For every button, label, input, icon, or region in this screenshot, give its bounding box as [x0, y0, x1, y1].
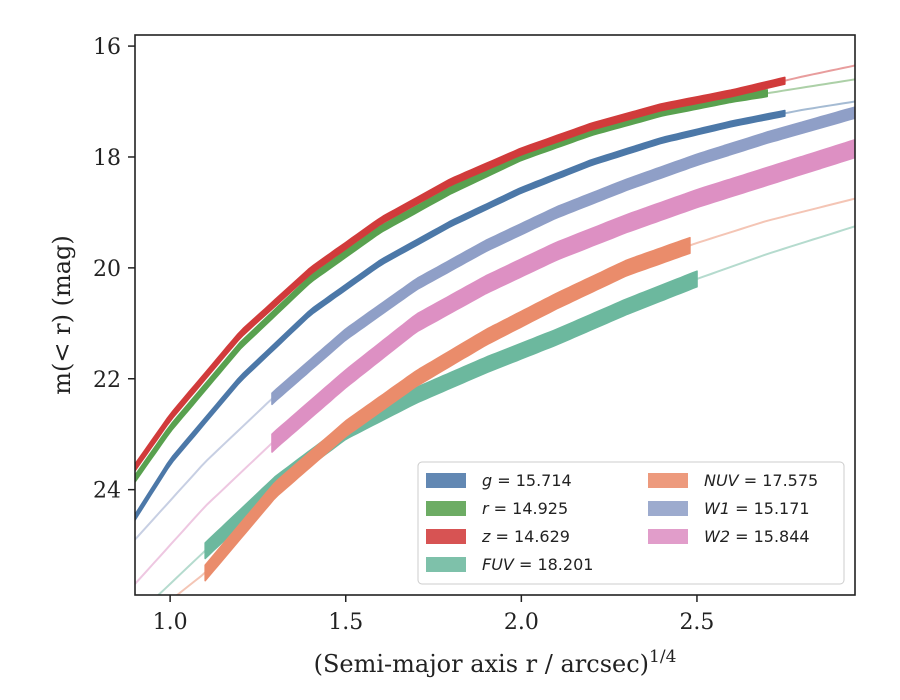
legend: g = 15.714 r = 14.925 z = 14.629 FUV = 18.2… [417, 461, 845, 585]
legend-label-fuv: FUV = 18.201 [482, 555, 593, 574]
series-w2-band [271, 139, 855, 453]
x-tick-label: 1.0 [153, 610, 188, 635]
x-axis-label-exponent: 1/4 [649, 647, 676, 667]
series-g-band [135, 109, 786, 521]
legend-swatch-nuv [648, 473, 688, 488]
y-axis-label: m(< r) (mag) [48, 235, 76, 394]
series-z-band [135, 76, 786, 472]
legend-label-r: r = 14.925 [482, 499, 568, 518]
y-tick-label: 18 [93, 146, 121, 171]
legend-label-g: g = 15.714 [482, 471, 572, 490]
y-tick-label: 22 [93, 368, 121, 393]
y-tick-label: 24 [93, 479, 121, 504]
series-layer [135, 64, 855, 595]
legend-swatch-r [426, 501, 466, 516]
series-w1-band [271, 106, 855, 406]
legend-swatch-g [426, 473, 466, 488]
legend-swatch-w2 [648, 529, 688, 544]
x-tick-label: 2.5 [679, 610, 714, 635]
y-tick-label: 16 [93, 35, 121, 60]
y-tick-label: 20 [93, 257, 121, 282]
legend-label-w1: W1 = 15.171 [704, 499, 810, 518]
x-tick-label: 2.0 [504, 610, 539, 635]
legend-box [417, 461, 845, 585]
plot-frame [134, 34, 856, 596]
legend-label-nuv: NUV = 17.575 [704, 471, 818, 490]
legend-label-w2: W2 = 15.844 [704, 527, 810, 546]
legend-swatch-z [426, 529, 466, 544]
legend-swatch-fuv [426, 557, 466, 572]
series-r-band [135, 89, 768, 483]
axes-layer: 1.0 1.5 2.0 2.5 16 18 20 22 24 [93, 34, 856, 635]
x-axis-label: (Semi-major axis r / arcsec)1/4 [314, 647, 677, 678]
legend-swatch-w1 [648, 501, 688, 516]
series-nuv-band [204, 236, 691, 582]
x-tick-label: 1.5 [328, 610, 363, 635]
legend-label-z: z = 14.629 [481, 527, 570, 546]
